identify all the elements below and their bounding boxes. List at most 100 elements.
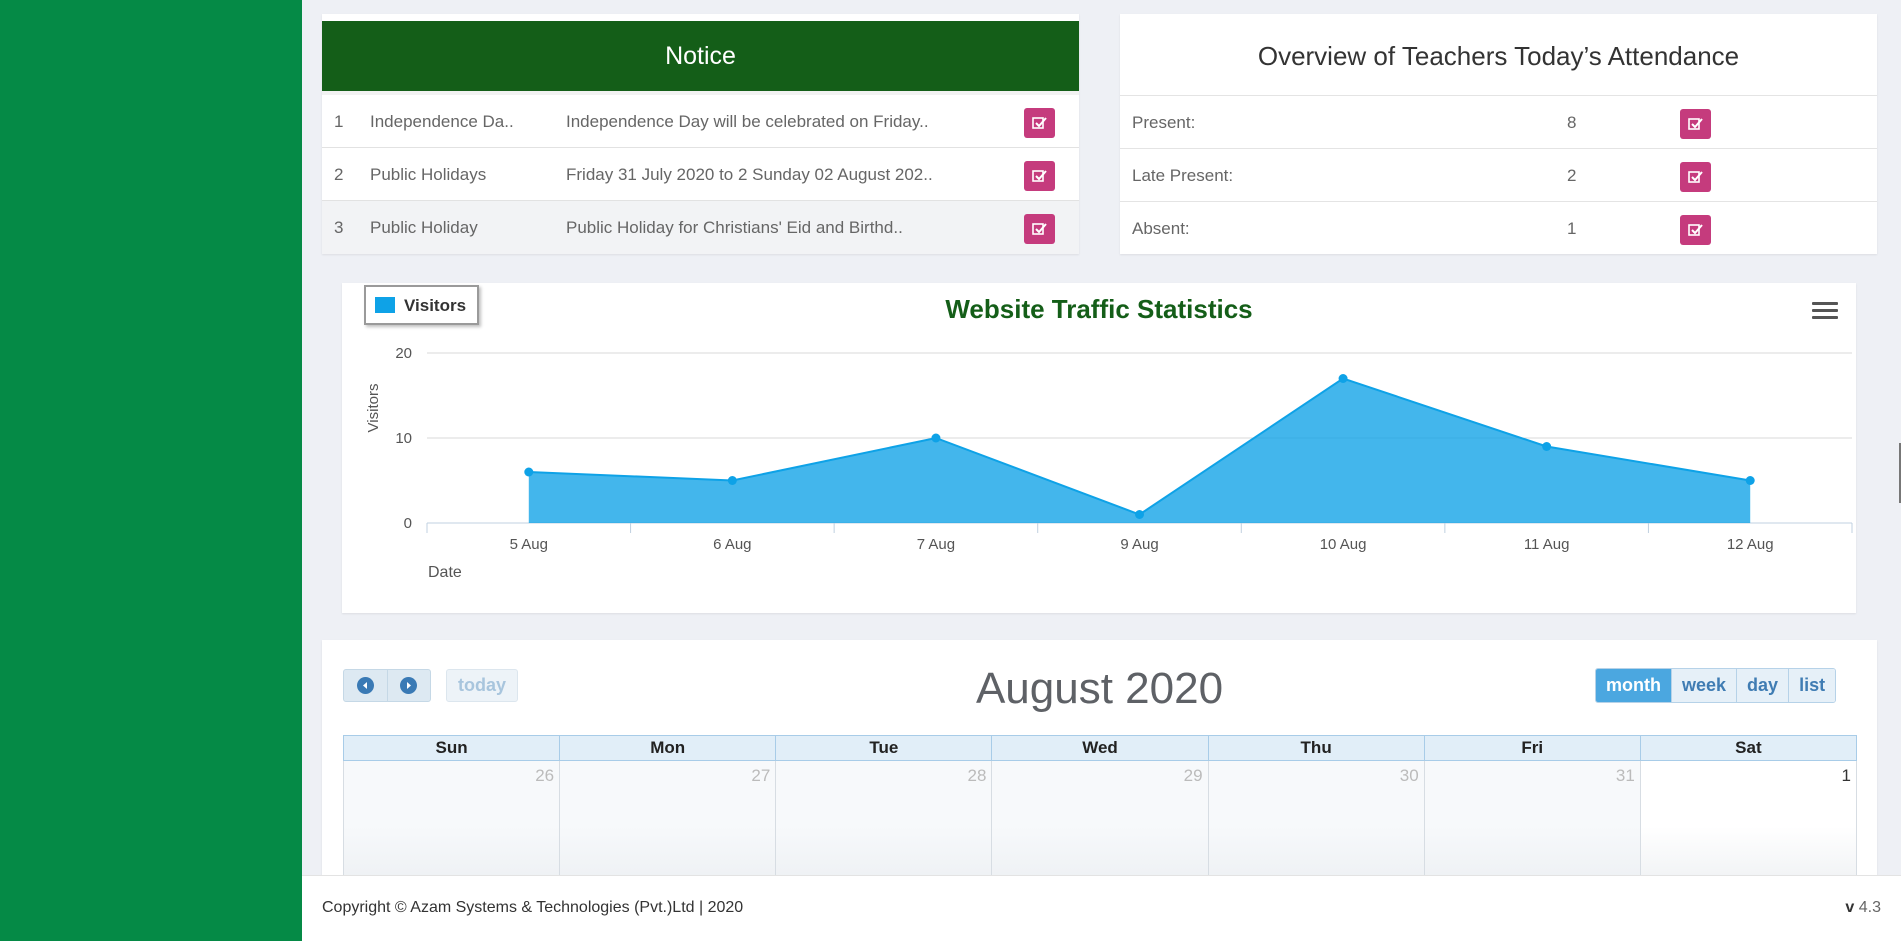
day-number: 27 (751, 766, 771, 785)
weekday-label: Tue (775, 736, 991, 760)
copyright-text: Copyright © Azam Systems & Technologies … (322, 899, 744, 916)
day-cell[interactable]: 26 (344, 761, 560, 880)
weekday-label: Fri (1423, 736, 1640, 760)
x-tick-label: 12 Aug (1727, 536, 1774, 553)
notice-number: 1 (334, 112, 344, 131)
data-point (1135, 510, 1144, 519)
edit-button[interactable] (1024, 161, 1055, 191)
weekday-label: Thu (1207, 736, 1424, 760)
day-number: 26 (535, 766, 555, 785)
view-button[interactable] (1680, 109, 1711, 139)
data-point (727, 476, 737, 485)
notice-description: Friday 31 July 2020 to 2 Sunday 02 Augus… (566, 165, 933, 184)
day-number: 30 (1399, 766, 1419, 785)
calendar-nav (343, 669, 431, 702)
attendance-title: Overview of Teachers Today’s Attendance (1120, 14, 1877, 96)
x-tick-label: 11 Aug (1524, 536, 1570, 553)
y-axis-title: Visitors (365, 384, 382, 433)
x-tick-label: 10 Aug (1320, 536, 1367, 553)
edit-button[interactable] (1024, 108, 1055, 138)
day-cell[interactable]: 28 (775, 761, 992, 880)
edit-icon (1032, 117, 1047, 129)
day-number: 31 (1615, 766, 1635, 785)
notice-title-cell: Independence Da.. (370, 112, 514, 131)
attendance-label: Late Present: (1132, 166, 1234, 185)
attendance-count: 8 (1567, 113, 1577, 132)
day-cell[interactable]: 29 (991, 761, 1208, 880)
attendance-count: 1 (1567, 219, 1577, 238)
attendance-panel: Overview of Teachers Today’s Attendance … (1120, 14, 1877, 254)
day-cell[interactable]: 30 (1207, 761, 1424, 880)
attendance-label: Absent: (1132, 219, 1190, 238)
x-tick-label: 5 Aug (510, 536, 548, 553)
attendance-label: Present: (1132, 113, 1196, 132)
view-button[interactable] (1680, 215, 1711, 245)
x-tick-label: 9 Aug (1120, 536, 1158, 553)
data-point (524, 467, 534, 477)
chart-menu-icon[interactable] (1812, 302, 1838, 324)
edit-icon (1688, 224, 1703, 236)
chart-legend[interactable]: Visitors (364, 285, 479, 325)
day-number: 29 (1183, 766, 1203, 785)
day-cell[interactable]: 31 (1423, 761, 1640, 880)
day-number: 28 (967, 766, 987, 785)
view-week-button[interactable]: week (1670, 669, 1737, 702)
data-point (1338, 374, 1348, 383)
x-tick-label: 6 Aug (713, 536, 751, 553)
data-point (1745, 476, 1755, 485)
day-cell[interactable]: 27 (559, 761, 776, 880)
notice-row: 1 Independence Da.. Independence Day wil… (322, 95, 1079, 148)
view-month-button[interactable]: month (1596, 669, 1671, 702)
day-cell[interactable]: 1 (1639, 761, 1856, 880)
main-content: Notice 1 Independence Da.. Independence … (302, 0, 1901, 941)
view-list-button[interactable]: list (1788, 669, 1836, 702)
sidebar (0, 0, 302, 941)
chevron-right-icon (400, 677, 418, 694)
notice-title: Notice (322, 21, 1079, 95)
series-area (528, 378, 1751, 523)
view-switcher: month week day list (1595, 668, 1837, 703)
weekday-label: Sun (435, 738, 468, 757)
weekday-label: Wed (991, 736, 1207, 760)
footer: Copyright © Azam Systems & Technologies … (302, 875, 1901, 941)
chevron-left-icon (356, 677, 374, 694)
view-day-button[interactable]: day (1736, 669, 1789, 702)
prev-month-button[interactable] (344, 670, 387, 701)
weekday-label: Mon (559, 736, 775, 760)
y-tick-label: 20 (395, 345, 412, 362)
version-text: v 4.3 (1845, 899, 1881, 917)
notice-row: 2 Public Holidays Friday 31 July 2020 to… (322, 148, 1079, 201)
data-point (1542, 442, 1552, 451)
notice-number: 3 (334, 218, 344, 237)
edit-icon (1032, 223, 1047, 235)
notice-description: Public Holiday for Christians' Eid and B… (566, 218, 903, 237)
weekday-label: Sat (1639, 736, 1856, 760)
calendar-week-row: 26 27 28 29 30 31 1 (343, 761, 1857, 881)
x-axis-title: Date (428, 564, 462, 581)
y-tick-label: 0 (404, 515, 412, 532)
scrollbar-thumb[interactable] (1899, 443, 1901, 503)
notice-panel: Notice 1 Independence Da.. Independence … (322, 14, 1079, 254)
notice-title-cell: Public Holidays (370, 165, 487, 184)
traffic-chart-panel: 0 10 20 5 Aug 6 Aug 7 Aug 9 Aug 10 Aug 11 Aug 12 … (342, 283, 1856, 613)
version-prefix: v (1845, 899, 1855, 916)
attendance-row: Late Present: 2 (1120, 149, 1877, 202)
edit-icon (1032, 170, 1047, 182)
attendance-row: Present: 8 (1120, 96, 1877, 149)
edit-button[interactable] (1024, 214, 1055, 244)
next-month-button[interactable] (386, 670, 431, 701)
version-number: 4.3 (1858, 899, 1881, 916)
legend-label: Visitors (404, 296, 467, 315)
today-button[interactable]: today (446, 669, 518, 702)
traffic-chart: 0 10 20 5 Aug 6 Aug 7 Aug 9 Aug 10 Aug 11 Aug 12 … (365, 345, 1853, 581)
notice-number: 2 (334, 165, 344, 184)
view-button[interactable] (1680, 162, 1711, 192)
day-number: 1 (1841, 766, 1851, 785)
chart-title: Website Traffic Statistics (945, 294, 1253, 324)
notice-title-cell: Public Holiday (370, 218, 478, 237)
edit-icon (1688, 171, 1703, 183)
calendar-title: August 2020 (975, 664, 1224, 713)
y-tick-label: 10 (395, 430, 412, 447)
notice-description: Independence Day will be celebrated on F… (566, 112, 929, 131)
edit-icon (1688, 118, 1703, 130)
